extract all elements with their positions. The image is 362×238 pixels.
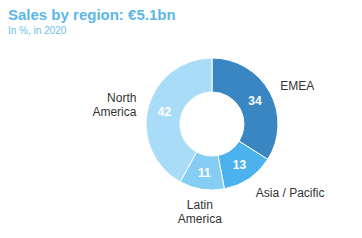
data-label: 13	[233, 158, 247, 172]
title: Sales by region: €5.1bn	[8, 6, 176, 23]
data-label: 34	[248, 94, 262, 108]
chart: Sales by region: €5.1bn In %, in 2020 34 13…	[0, 0, 362, 238]
category-label-line: EMEA	[280, 79, 314, 93]
slice	[218, 141, 268, 189]
category-label: EMEA	[280, 79, 314, 93]
slice	[212, 58, 278, 159]
slice	[146, 58, 212, 182]
category-label: LatinAmerica	[178, 198, 222, 226]
subtitle: In %, in 2020	[8, 25, 67, 36]
category-label-line: North	[107, 91, 136, 105]
data-label: 11	[198, 166, 211, 180]
category-label-line: America	[178, 212, 222, 226]
category-label: NorthAmerica	[92, 91, 136, 119]
data-label: 42	[158, 105, 172, 119]
category-label-line: Latin	[187, 198, 213, 212]
donut: 34131142EMEAAsia / PacificLatinAmericaNo…	[92, 58, 324, 226]
category-label-line: America	[92, 105, 136, 119]
category-label-line: Asia / Pacific	[256, 186, 325, 200]
category-label: Asia / Pacific	[256, 186, 325, 200]
